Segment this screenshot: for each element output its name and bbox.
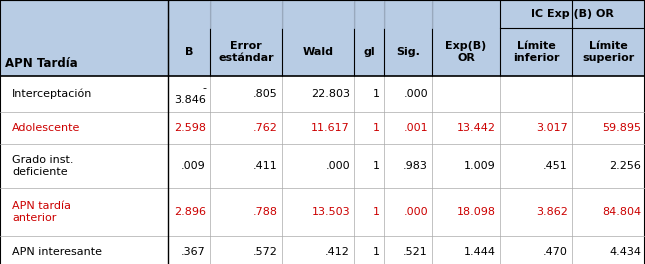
Bar <box>0 76 645 112</box>
Text: 18.098: 18.098 <box>457 207 496 217</box>
Bar <box>0 0 645 28</box>
Text: .805: .805 <box>253 89 278 99</box>
Text: 3.017: 3.017 <box>536 123 568 133</box>
Text: 1: 1 <box>373 247 380 257</box>
Text: -
3.846: - 3.846 <box>174 83 206 105</box>
Text: 13.503: 13.503 <box>312 207 350 217</box>
Text: 3.862: 3.862 <box>536 207 568 217</box>
Text: 59.895: 59.895 <box>602 123 641 133</box>
Text: .000: .000 <box>325 161 350 171</box>
Text: Límite
superior: Límite superior <box>582 41 635 63</box>
Text: APN Tardía: APN Tardía <box>5 57 78 70</box>
Text: .572: .572 <box>253 247 278 257</box>
Text: .000: .000 <box>403 207 428 217</box>
Text: 1.009: 1.009 <box>464 161 496 171</box>
Text: gl: gl <box>363 47 375 57</box>
Bar <box>0 28 645 76</box>
Text: .521: .521 <box>403 247 428 257</box>
Text: .367: .367 <box>181 247 206 257</box>
Text: Sig.: Sig. <box>396 47 420 57</box>
Text: 1: 1 <box>373 207 380 217</box>
Text: Interceptación: Interceptación <box>12 89 92 99</box>
Text: APN interesante: APN interesante <box>12 247 102 257</box>
Text: 2.896: 2.896 <box>174 207 206 217</box>
Bar <box>0 188 645 236</box>
Text: 22.803: 22.803 <box>311 89 350 99</box>
Text: 13.442: 13.442 <box>457 123 496 133</box>
Text: APN tardía
anterior: APN tardía anterior <box>12 201 71 223</box>
Text: 1: 1 <box>373 123 380 133</box>
Text: 1.444: 1.444 <box>464 247 496 257</box>
Text: .001: .001 <box>403 123 428 133</box>
Text: Grado inst.
deficiente: Grado inst. deficiente <box>12 155 74 177</box>
Text: .788: .788 <box>253 207 278 217</box>
Bar <box>0 144 645 188</box>
Bar <box>0 236 645 264</box>
Text: Adolescente: Adolescente <box>12 123 81 133</box>
Text: .470: .470 <box>543 247 568 257</box>
Text: 1: 1 <box>373 89 380 99</box>
Text: 2.598: 2.598 <box>174 123 206 133</box>
Text: 11.617: 11.617 <box>312 123 350 133</box>
Text: Error
estándar: Error estándar <box>218 41 274 63</box>
Text: 4.434: 4.434 <box>609 247 641 257</box>
Text: .983: .983 <box>403 161 428 171</box>
Text: 1: 1 <box>373 161 380 171</box>
Bar <box>0 112 645 144</box>
Text: .009: .009 <box>181 161 206 171</box>
Text: 2.256: 2.256 <box>609 161 641 171</box>
Text: .762: .762 <box>253 123 278 133</box>
Text: .411: .411 <box>253 161 278 171</box>
Text: 84.804: 84.804 <box>602 207 641 217</box>
Text: .451: .451 <box>543 161 568 171</box>
Text: IC Exp (B) OR: IC Exp (B) OR <box>531 9 614 19</box>
Text: .000: .000 <box>403 89 428 99</box>
Text: B: B <box>185 47 194 57</box>
Text: Wald: Wald <box>303 47 333 57</box>
Text: Límite
inferior: Límite inferior <box>513 41 559 63</box>
Text: .412: .412 <box>325 247 350 257</box>
Text: Exp(B)
OR: Exp(B) OR <box>446 41 486 63</box>
